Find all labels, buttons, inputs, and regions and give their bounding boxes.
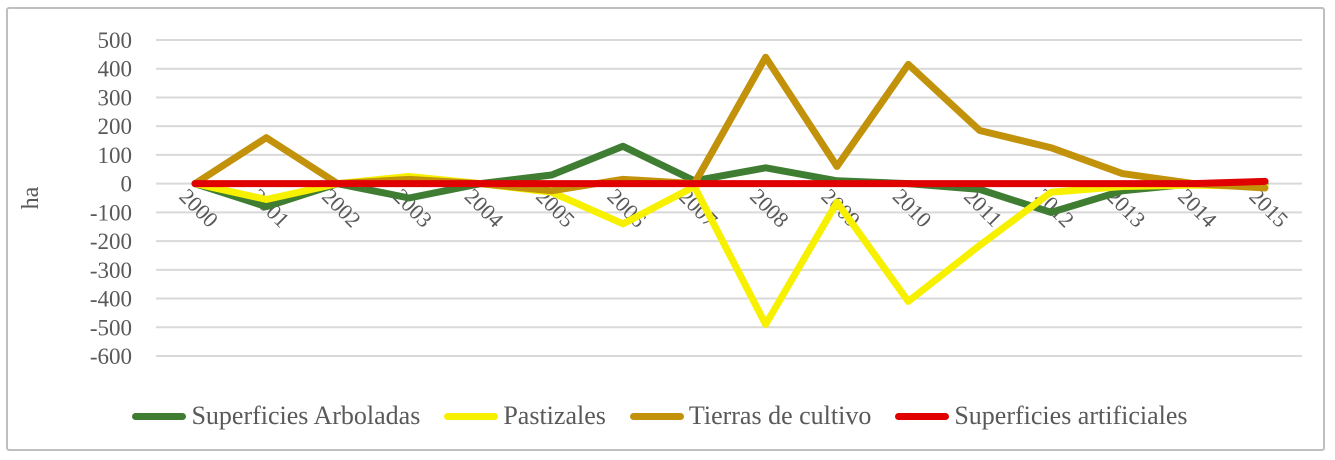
series-line-superficies-arboladas [191,142,1269,216]
legend-label-pastizales: Pastizales [503,401,606,430]
x-tick-label: 2008 [745,184,794,233]
y-tick-label: -600 [90,344,132,369]
y-tick-label: 0 [121,172,133,197]
chart-legend: Superficies Arboladas Pastizales Tierras… [0,398,1320,434]
y-tick-label: 400 [98,57,133,82]
x-tick-label-group: 2004 [460,184,509,233]
y-tick-label: -300 [90,258,132,283]
x-tick-label: 2010 [888,184,937,233]
x-tick-label-group: 2008 [745,184,794,233]
legend-item-superficies-arboladas: Superficies Arboladas [132,401,420,431]
x-tick-label: 2014 [1173,184,1222,233]
x-tick-label-group: 2015 [1244,184,1293,233]
legend-item-tierras-de-cultivo: Tierras de cultivo [629,401,872,431]
y-tick-label: -400 [90,287,132,312]
series-line-superficies-artificiales [191,177,1269,188]
legend-item-pastizales: Pastizales [444,401,606,431]
legend-line-swatch-yellow-icon [444,412,499,420]
x-tick-label: 2015 [1244,184,1293,233]
x-tick-label: 2004 [460,184,509,233]
y-tick-label: -500 [90,315,132,340]
x-tick-label-group: 2014 [1173,184,1222,233]
legend-line-swatch-red-icon [895,412,950,420]
legend-label-superficies-artificiales: Superficies artificiales [954,401,1188,430]
y-tick-label: 200 [98,114,133,139]
y-tick-label: 100 [98,143,133,168]
legend-item-superficies-artificiales: Superficies artificiales [895,401,1188,431]
legend-label-tierras-de-cultivo: Tierras de cultivo [688,401,872,430]
y-tick-label: 300 [98,85,133,110]
legend-label-superficies-arboladas: Superficies Arboladas [191,401,421,430]
chart-frame-border [6,7,1325,451]
legend-line-swatch-orange-icon [629,412,684,420]
y-tick-label: -100 [90,200,132,225]
x-tick-label-group: 2010 [888,184,937,233]
y-tick-label: 500 [98,28,133,53]
legend-line-swatch-green-icon [132,412,187,420]
y-axis-title: ha [18,186,44,209]
y-tick-label: -200 [90,229,132,254]
